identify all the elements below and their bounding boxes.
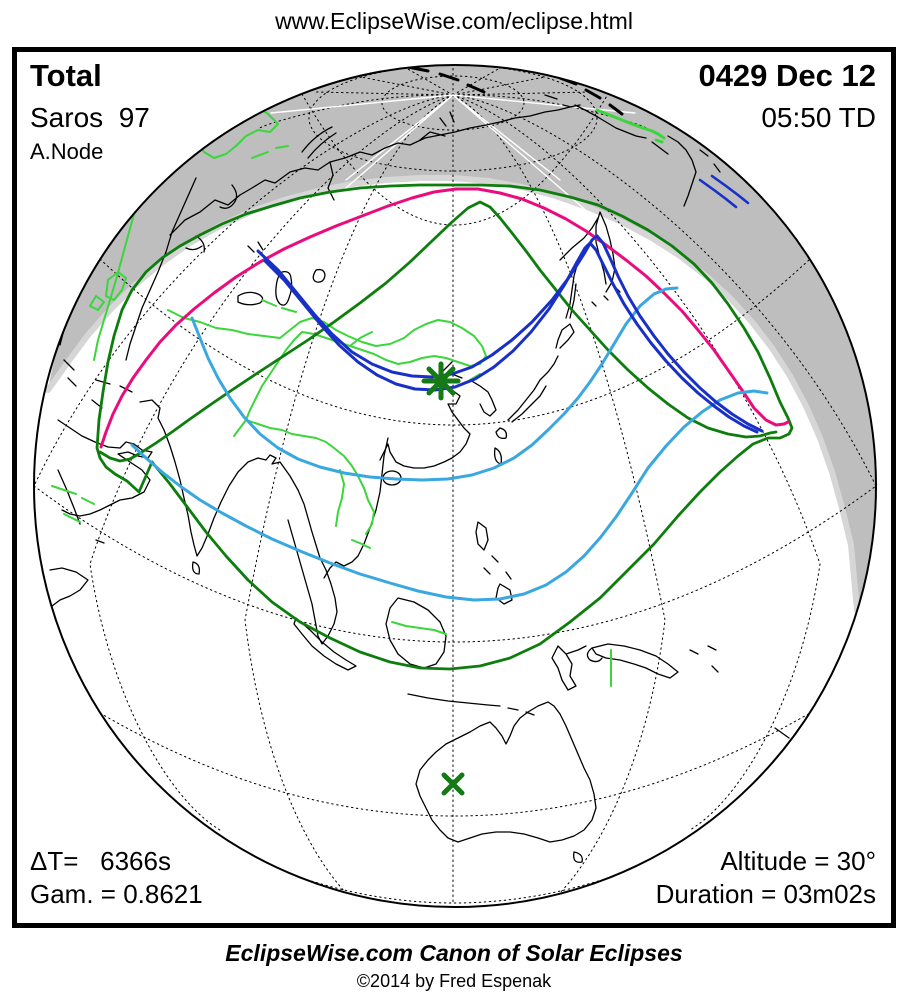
magnitude-contour-north [190,286,679,482]
subsolar-point-marker [441,772,465,796]
duration-value: Duration = 03m02s [655,879,876,909]
greatest-eclipse-marker [421,361,461,401]
umbra-night-arcs [698,174,750,209]
eclipse-time: 05:50 TD [761,102,876,133]
canon-credit: EclipseWise.com Canon of Solar Eclipses [225,940,683,966]
site-url: www.EclipseWise.com/eclipse.html [275,8,633,34]
rise-set-inner-curve [98,200,778,463]
rise-set-curve [95,183,794,671]
altitude-value: Altitude = 30° [720,846,876,876]
map-frame [12,47,896,928]
node-label: A.Node [30,139,104,164]
saros-label: Saros 97 [30,102,150,133]
copyright: ©2014 by Fred Espenak [356,971,552,991]
eclipse-curves [95,174,794,671]
penumbra-limit-curve [99,187,790,449]
umbra-limit-south [263,241,759,434]
globe-limb [33,64,877,908]
delta-t-value: ΔT= 6366s [30,846,171,876]
umbra-limit-north [256,234,764,433]
eclipse-type-label: Total [30,58,102,93]
magnitude-contour-south [130,389,769,602]
eclipse-date: 0429 Dec 12 [698,58,876,93]
polar-meridians-white [270,94,636,241]
gamma-value: Gam. = 0.8621 [30,879,203,909]
